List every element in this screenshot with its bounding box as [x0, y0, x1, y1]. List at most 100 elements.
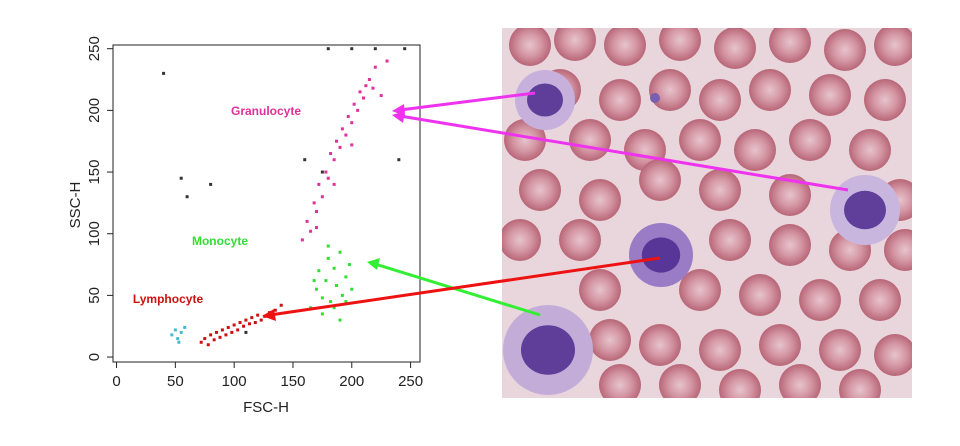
point: [371, 86, 375, 90]
red-blood-cell: [504, 119, 546, 161]
point: [215, 330, 219, 334]
point: [350, 121, 354, 125]
point: [209, 333, 213, 337]
x-tick-label: 0: [112, 373, 120, 390]
point: [338, 318, 342, 322]
red-blood-cell: [779, 364, 821, 398]
point: [332, 306, 336, 310]
point: [317, 182, 321, 186]
point: [183, 325, 187, 329]
point: [206, 343, 210, 347]
point: [199, 340, 203, 344]
red-blood-cell: [759, 324, 801, 366]
point: [232, 323, 236, 327]
point: [300, 238, 304, 242]
point: [259, 318, 263, 322]
point: [173, 328, 177, 332]
point: [403, 47, 407, 51]
point: [344, 133, 348, 137]
point: [385, 59, 389, 63]
micrograph: [502, 28, 912, 398]
point: [179, 330, 183, 334]
red-blood-cell: [559, 219, 601, 261]
point: [314, 287, 318, 291]
arrows: [262, 91, 849, 321]
y-tick-label: 200: [86, 98, 103, 123]
nucleus: [844, 190, 886, 230]
point: [350, 287, 354, 291]
nucleus: [521, 325, 575, 375]
x-tick-label: 50: [167, 373, 184, 390]
red-blood-cell: [739, 274, 781, 316]
point: [185, 195, 189, 199]
red-blood-cell: [809, 74, 851, 116]
point: [224, 333, 228, 337]
point: [170, 333, 174, 337]
point: [314, 226, 318, 230]
arrow: [399, 114, 849, 192]
population-label: Monocyte: [192, 234, 248, 248]
point: [329, 152, 333, 156]
red-blood-cell: [839, 369, 881, 398]
point: [350, 143, 354, 147]
x-tick-label: 150: [280, 373, 305, 390]
red-blood-cell: [709, 219, 751, 261]
red-blood-cell: [679, 269, 721, 311]
y-tick-label: 100: [86, 221, 103, 246]
point: [373, 47, 377, 51]
red-blood-cell: [604, 28, 646, 66]
point: [247, 322, 251, 326]
platelet: [650, 93, 660, 103]
point: [326, 244, 330, 248]
red-blood-cell: [502, 219, 541, 261]
arrow: [269, 256, 661, 317]
point: [256, 313, 260, 317]
point: [253, 321, 257, 325]
red-blood-cell: [589, 319, 631, 361]
point: [397, 158, 401, 162]
point: [305, 219, 309, 223]
red-blood-cell: [874, 334, 912, 376]
red-blood-cell: [769, 224, 811, 266]
point: [176, 337, 180, 341]
red-blood-cell: [719, 369, 761, 398]
point: [332, 266, 336, 270]
point: [312, 201, 316, 205]
point: [324, 279, 328, 283]
red-blood-cell: [799, 279, 841, 321]
red-blood-cell: [639, 159, 681, 201]
y-tick-label: 0: [86, 353, 103, 361]
point: [346, 115, 350, 119]
red-blood-cell: [579, 179, 621, 221]
point: [177, 340, 181, 344]
point: [356, 108, 360, 112]
point: [347, 263, 351, 267]
red-blood-cell: [509, 28, 551, 66]
point: [244, 318, 248, 322]
y-axis-label: SSC-H: [67, 182, 84, 229]
point: [317, 269, 321, 273]
point: [373, 65, 377, 69]
red-blood-cell: [859, 279, 901, 321]
point: [362, 96, 366, 100]
red-blood-cell: [699, 79, 741, 121]
red-blood-cell: [519, 169, 561, 211]
population-label: Lymphocyte: [133, 292, 204, 306]
arrowhead: [367, 258, 380, 270]
point: [379, 94, 383, 98]
point: [334, 139, 338, 143]
point: [324, 170, 328, 174]
point: [367, 78, 371, 82]
nucleus: [641, 237, 681, 273]
point: [203, 337, 207, 341]
red-blood-cell: [659, 364, 701, 398]
red-blood-cell: [569, 119, 611, 161]
point: [344, 275, 348, 279]
point: [326, 256, 330, 260]
y-tick-label: 250: [86, 36, 103, 61]
point: [236, 328, 240, 332]
red-blood-cell: [864, 79, 906, 121]
point: [326, 47, 330, 51]
point: [250, 316, 254, 320]
